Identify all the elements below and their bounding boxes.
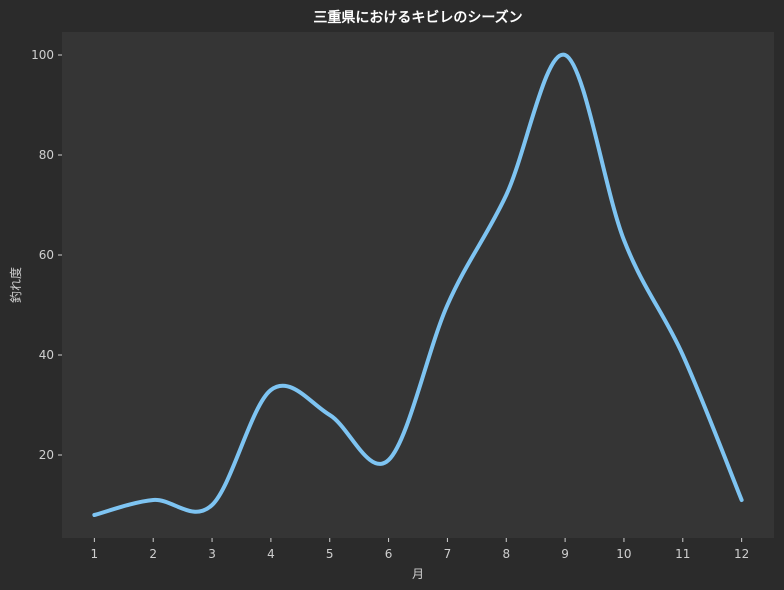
y-tick-label: 100	[31, 48, 54, 62]
x-tick-label: 8	[502, 547, 510, 561]
x-tick-label: 2	[149, 547, 157, 561]
x-tick-label: 6	[385, 547, 393, 561]
x-tick-label: 12	[734, 547, 749, 561]
series-line	[92, 52, 744, 517]
y-tick-label: 20	[39, 448, 54, 462]
x-tick-label: 9	[561, 547, 569, 561]
y-tick-label: 40	[39, 348, 54, 362]
chart-title: 三重県におけるキビレのシーズン	[313, 9, 522, 26]
x-tick-label: 3	[208, 547, 216, 561]
y-axis-label: 釣れ度	[8, 267, 23, 303]
x-tick-label: 4	[267, 547, 275, 561]
x-tick-label: 7	[444, 547, 452, 561]
y-tick-label: 60	[39, 248, 54, 262]
x-axis-label: 月	[412, 567, 424, 581]
y-tick-label: 80	[39, 148, 54, 162]
plot-area	[62, 32, 774, 538]
x-tick-label: 11	[675, 547, 690, 561]
x-tick-label: 5	[326, 547, 334, 561]
x-tick-label: 1	[91, 547, 99, 561]
x-tick-label: 10	[616, 547, 631, 561]
